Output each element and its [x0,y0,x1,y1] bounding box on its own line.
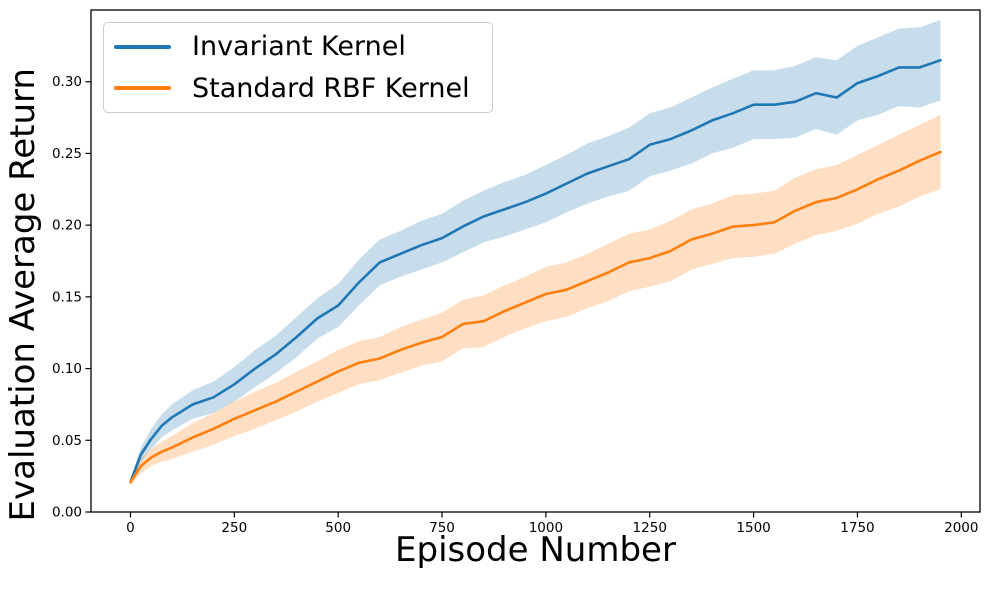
x-tick-label: 500 [325,520,351,536]
legend-label: Standard RBF Kernel [192,72,470,104]
y-axis-label: Evaluation Average Return [3,68,43,522]
x-tick-label: 250 [221,520,247,536]
confidence-bands [130,20,941,487]
y-tick-label: 0.15 [52,289,82,305]
y-tick-label: 0.25 [52,146,82,162]
y-tick-label: 0.20 [52,218,82,234]
y-tick-label: 0.30 [52,74,82,90]
legend-line-swatch-blue [114,44,171,49]
y-tick-label: 0.00 [52,505,82,521]
x-tick-label: 1000 [529,520,563,536]
legend-item-standard-rbf-kernel: Standard RBF Kernel [114,68,482,108]
legend-line-swatch-orange [114,86,171,91]
series-lines [129,58,942,484]
x-tick-label: 1250 [633,520,667,536]
x-axis-ticks: 0 250 500 750 1000 1250 1500 1750 2000 [126,512,978,536]
axes-frame [90,9,981,513]
invariant-kernel-confidence-band [130,20,941,485]
standard-rbf-kernel-confidence-band [130,114,941,487]
legend-item-invariant-kernel: Invariant Kernel [114,27,482,67]
x-tick-label: 0 [126,520,135,536]
y-tick-label: 0.10 [52,361,82,377]
x-tick-label: 2000 [944,520,978,536]
invariant-kernel-line [129,58,942,484]
x-axis-label: Episode Number [395,530,676,570]
standard-rbf-kernel-line [129,150,942,484]
x-tick-label: 1500 [736,520,770,536]
y-axis-label-container: Evaluation Average Return [0,0,46,590]
legend-label: Invariant Kernel [192,31,406,63]
y-tick-label: 0.05 [52,433,82,449]
x-tick-label: 1750 [840,520,874,536]
legend: Invariant Kernel Standard RBF Kernel [103,22,493,113]
x-tick-label: 750 [429,520,455,536]
y-axis-ticks: 0.00 0.05 0.10 0.15 0.20 0.25 0.30 [52,74,91,521]
